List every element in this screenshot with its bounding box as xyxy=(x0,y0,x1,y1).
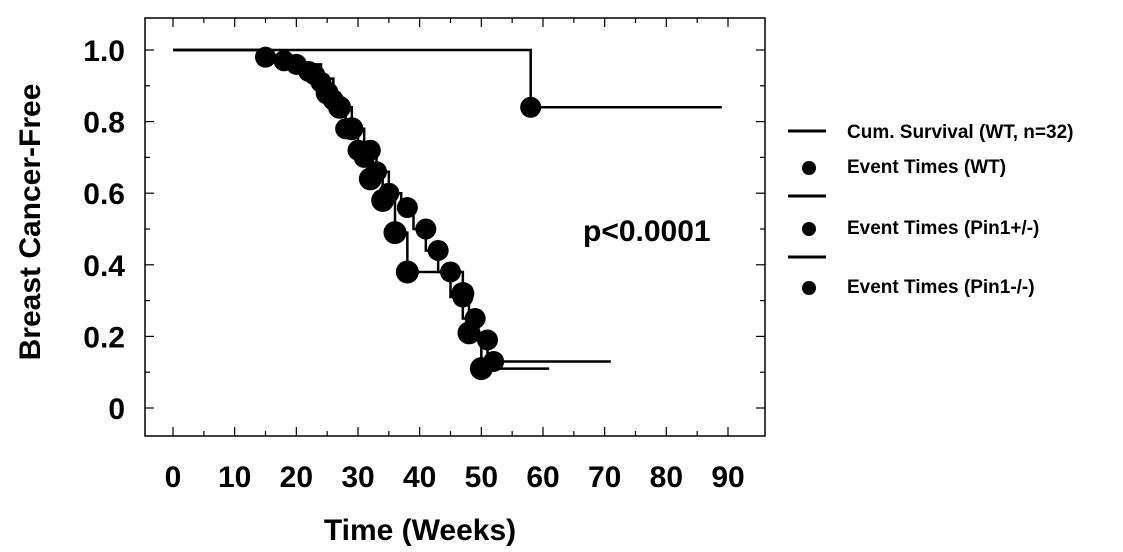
event-marker xyxy=(255,46,276,68)
y-tick-label: 1.0 xyxy=(83,35,125,68)
legend-label: Event Times (Pin1+/-) xyxy=(847,218,1039,239)
event-marker xyxy=(383,221,407,245)
legend-dot-swatch xyxy=(802,222,816,236)
x-tick-label: 30 xyxy=(341,461,374,494)
y-axis-title: Breast Cancer-Free xyxy=(14,84,47,361)
axis-ticks xyxy=(145,18,765,436)
x-tick-label: 60 xyxy=(526,461,559,494)
survival-curve-4 xyxy=(173,48,550,370)
event-marker xyxy=(469,357,493,381)
annotation-p-value: p<0.0001 xyxy=(583,215,711,248)
event-marker xyxy=(371,188,395,212)
event-marker xyxy=(340,117,364,141)
x-tick-label: 70 xyxy=(588,461,621,494)
x-tick-label: 0 xyxy=(165,461,182,494)
event-marker xyxy=(520,96,542,118)
event-marker xyxy=(352,142,376,166)
y-tick-label: 0.8 xyxy=(83,107,125,140)
x-tick-labels: 0 10 20 30 40 50 60 70 80 90 xyxy=(165,461,745,494)
y-tick-label: 0 xyxy=(108,393,125,426)
event-markers xyxy=(255,46,542,381)
y-tick-labels: 0 0.2 0.4 0.6 0.8 1.0 xyxy=(83,35,125,426)
y-tick-label: 0.4 xyxy=(83,250,125,283)
legend-label: Cum. Survival (WT, n=32) xyxy=(847,122,1073,143)
plot-frame xyxy=(144,17,766,437)
y-tick-label: 0.2 xyxy=(83,321,125,354)
legend-dot-swatch xyxy=(802,281,816,295)
event-marker xyxy=(395,260,419,284)
event-marker xyxy=(477,329,498,351)
event-marker xyxy=(440,261,461,283)
event-marker xyxy=(358,167,382,191)
legend-label: Event Times (Pin1-/-) xyxy=(847,277,1035,298)
y-tick-label: 0.6 xyxy=(83,178,125,211)
legend: Cum. Survival (WT, n=32) Event Times (WT)… xyxy=(788,122,1073,298)
event-marker xyxy=(328,95,351,119)
event-marker xyxy=(415,218,437,240)
event-marker xyxy=(396,197,418,219)
legend-label: Event Times (WT) xyxy=(847,157,1006,178)
legend-dot-swatch xyxy=(802,161,816,175)
event-marker xyxy=(451,281,475,305)
x-tick-label: 20 xyxy=(280,461,313,494)
x-axis-title: Time (Weeks) xyxy=(324,514,516,547)
x-tick-label: 80 xyxy=(650,461,683,494)
x-tick-label: 40 xyxy=(403,461,436,494)
event-marker xyxy=(457,321,481,345)
x-tick-label: 10 xyxy=(218,461,251,494)
survival-curve-0 xyxy=(173,48,722,109)
event-marker xyxy=(427,239,449,261)
x-tick-label: 90 xyxy=(711,461,744,494)
x-tick-label: 50 xyxy=(465,461,498,494)
survival-curves xyxy=(173,48,722,370)
